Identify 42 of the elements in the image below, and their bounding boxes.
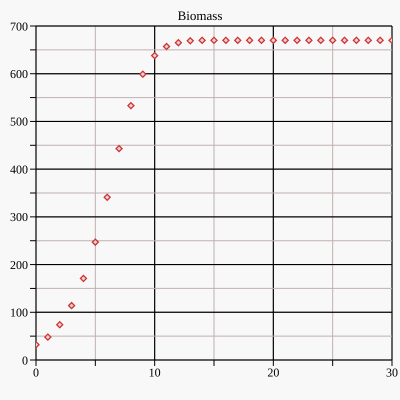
point bbox=[174, 39, 182, 46]
y-tick-label: 600 bbox=[10, 66, 28, 81]
point bbox=[258, 36, 266, 44]
y-tick-label: 500 bbox=[10, 114, 28, 129]
point bbox=[104, 194, 111, 201]
point bbox=[210, 36, 218, 44]
point bbox=[56, 321, 64, 328]
point bbox=[222, 36, 230, 44]
y-tick-label: 300 bbox=[10, 210, 28, 224]
x-tick-label: 30 bbox=[386, 366, 398, 380]
point bbox=[234, 36, 242, 44]
point bbox=[186, 37, 194, 44]
point bbox=[305, 36, 313, 44]
y-tick-label: 0 bbox=[22, 353, 28, 368]
point bbox=[80, 274, 88, 282]
point bbox=[364, 36, 372, 44]
point bbox=[352, 36, 360, 44]
point bbox=[115, 144, 123, 152]
x-tick-label: 0 bbox=[33, 366, 39, 380]
chart-title: Biomass bbox=[178, 8, 222, 23]
y-tick-label: 400 bbox=[10, 162, 28, 176]
x-tick-label: 20 bbox=[267, 366, 280, 380]
point bbox=[44, 333, 52, 341]
point bbox=[127, 102, 135, 110]
point bbox=[376, 36, 384, 44]
y-tick-label: 100 bbox=[10, 306, 28, 320]
y-tick-label: 700 bbox=[10, 19, 28, 34]
point bbox=[246, 36, 254, 44]
x-tick-label: 10 bbox=[148, 366, 161, 380]
point bbox=[293, 36, 301, 44]
point bbox=[92, 238, 99, 246]
point bbox=[198, 36, 206, 44]
point bbox=[340, 36, 348, 44]
point bbox=[151, 52, 158, 60]
point bbox=[139, 70, 146, 78]
point bbox=[317, 36, 324, 44]
point bbox=[68, 302, 76, 310]
point bbox=[162, 42, 170, 50]
y-tick-label: 200 bbox=[10, 258, 28, 272]
point bbox=[270, 36, 277, 44]
point bbox=[329, 36, 336, 44]
point bbox=[282, 36, 289, 44]
